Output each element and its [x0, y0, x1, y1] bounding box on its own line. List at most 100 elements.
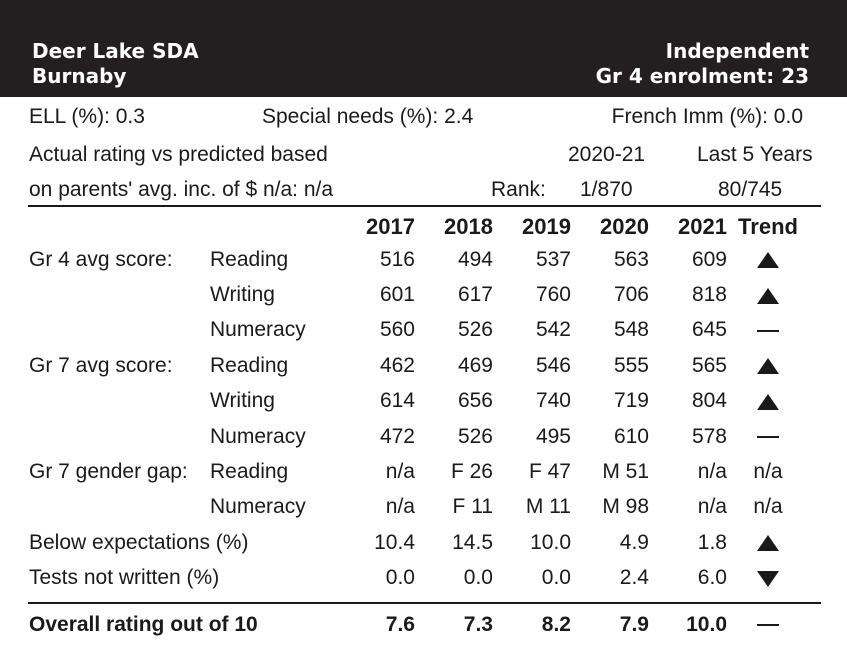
rating-note-line1: Actual rating vs predicted based [29, 143, 328, 166]
value-cell: 818 [691, 283, 727, 307]
trend-cell [727, 277, 809, 312]
row-subject-label: Writing [210, 283, 275, 307]
row-group-label: Gr 7 avg score: [29, 353, 173, 377]
up-triangle-icon [757, 535, 779, 552]
trend-text: n/a [753, 460, 783, 484]
value-cell: n/a [385, 495, 415, 519]
value-cell: 10.4 [374, 530, 415, 554]
value-cell: 7.3 [463, 612, 493, 636]
overall-row: Overall rating out of 10 7.6 7.3 8.2 7.9 10.0 [0, 604, 847, 646]
value-cell: 537 [535, 247, 571, 271]
enrolment: Gr 4 enrolment: 23 [595, 64, 809, 88]
value-cell: 494 [457, 247, 493, 271]
trend-text: n/a [753, 495, 783, 519]
row-subject-label: Reading [210, 353, 289, 377]
rating-note-line2: on parents' avg. inc. of $ n/a: n/a [29, 178, 334, 201]
row-subject-label: Writing [210, 389, 275, 413]
value-cell: 8.2 [541, 612, 571, 636]
value-cell: 804 [691, 389, 727, 413]
value-cell: 0.0 [463, 566, 493, 590]
value-cell: 719 [613, 389, 649, 413]
row-group-label [29, 384, 210, 419]
overall-label: Overall rating out of 10 [29, 612, 258, 636]
value-cell: 563 [613, 247, 649, 271]
table-row: Numeracy 560 526 542 548 645 [0, 313, 847, 348]
value-cell: F 26 [450, 460, 493, 484]
row-subject-label: Numeracy [210, 318, 306, 342]
value-cell: 4.9 [619, 530, 649, 554]
year-header: 2020 [600, 214, 649, 239]
up-triangle-icon [757, 252, 779, 269]
row-subject-label: Numeracy [210, 424, 306, 448]
row-group-label [29, 313, 210, 348]
value-cell: 565 [691, 353, 727, 377]
table-row: Gr 7 gender gap: Reading n/a F 26 F 47 M 51 n/… [0, 454, 847, 489]
table-row: Numeracy n/a F 11 M 11 M 98 n/a n/a [0, 490, 847, 525]
table-row: Numeracy 472 526 495 610 578 [0, 419, 847, 454]
up-triangle-icon [757, 393, 779, 410]
value-cell: M 11 [525, 495, 571, 519]
table-row: Writing 614 656 740 719 804 [0, 384, 847, 419]
value-cell: 495 [535, 424, 571, 448]
value-cell: 2.4 [619, 566, 649, 590]
trend-cell [727, 313, 809, 348]
row-group-label [29, 277, 210, 312]
school-city: Burnaby [32, 64, 127, 88]
report-header: Deer Lake SDA Burnaby Independent Gr 4 e… [0, 0, 847, 97]
value-cell: 617 [457, 283, 493, 307]
trend-header: Trend [738, 214, 798, 239]
school-type: Independent [665, 39, 809, 63]
french-imm-stat: French Imm (%): 0.0 [611, 105, 803, 128]
value-cell: n/a [385, 460, 415, 484]
value-cell: 546 [535, 353, 571, 377]
value-cell: 555 [613, 353, 649, 377]
value-cell: n/a [697, 460, 727, 484]
value-cell: M 98 [602, 495, 649, 519]
value-cell: 706 [613, 283, 649, 307]
year-header: 2017 [366, 214, 415, 239]
rank-label: Rank: [491, 178, 546, 201]
value-cell: 601 [379, 283, 415, 307]
value-cell: 578 [691, 424, 727, 448]
value-cell: 0.0 [385, 566, 415, 590]
table-row: Tests not written (%) 0.0 0.0 0.0 2.4 6.0 [0, 561, 847, 596]
table-row: Writing 601 617 760 706 818 [0, 277, 847, 312]
row-group-label: Gr 7 gender gap: [29, 460, 188, 484]
value-cell: 526 [457, 424, 493, 448]
rank-last5: 80/745 [718, 178, 783, 201]
up-triangle-icon [757, 358, 779, 375]
value-cell: 548 [613, 318, 649, 342]
value-cell: 645 [691, 318, 727, 342]
row-group-label: Gr 4 avg score: [29, 247, 173, 271]
year-header-row: 2017 2018 2019 2020 2021 Trend [0, 212, 847, 242]
divider-top [28, 205, 821, 207]
trend-cell [727, 561, 809, 596]
value-cell: 6.0 [697, 566, 727, 590]
value-cell: 516 [379, 247, 415, 271]
trend-cell [727, 242, 809, 277]
dash-icon [757, 329, 779, 332]
value-cell: F 47 [528, 460, 571, 484]
value-cell: 614 [379, 389, 415, 413]
value-cell: 656 [457, 389, 493, 413]
row-group-label [29, 490, 210, 525]
value-cell: 560 [379, 318, 415, 342]
value-cell: 760 [535, 283, 571, 307]
row-group-label [29, 419, 210, 454]
period-current: 2020-21 [568, 143, 646, 166]
value-cell: 526 [457, 318, 493, 342]
value-cell: 7.9 [619, 612, 649, 636]
value-cell: 609 [691, 247, 727, 271]
year-header: 2018 [444, 214, 493, 239]
special-needs-stat: Special needs (%): 2.4 [262, 105, 474, 128]
trend-cell [727, 419, 809, 454]
table-row: Gr 7 avg score: Reading 462 469 546 555 565 [0, 348, 847, 383]
value-cell: 542 [535, 318, 571, 342]
year-header: 2021 [678, 214, 727, 239]
value-cell: 10.0 [530, 530, 571, 554]
value-cell: 469 [457, 353, 493, 377]
down-triangle-icon [757, 570, 779, 587]
value-cell: 7.6 [385, 612, 415, 636]
table-row: Gr 4 avg score: Reading 516 494 537 563 609 [0, 242, 847, 277]
dash-icon [757, 624, 779, 627]
